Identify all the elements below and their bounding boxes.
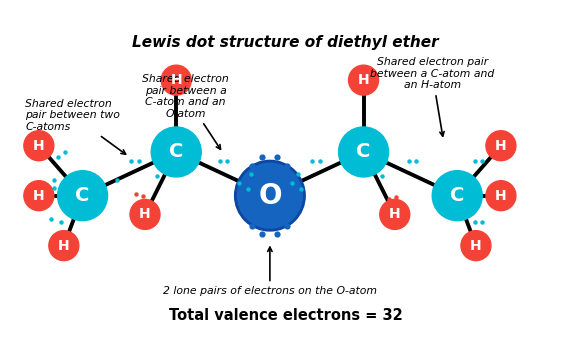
Circle shape bbox=[151, 127, 201, 177]
Circle shape bbox=[58, 171, 107, 221]
Circle shape bbox=[348, 65, 379, 95]
Circle shape bbox=[235, 160, 305, 231]
Text: H: H bbox=[495, 139, 506, 153]
Circle shape bbox=[380, 200, 410, 230]
Text: 2 lone pairs of electrons on the O-atom: 2 lone pairs of electrons on the O-atom bbox=[163, 247, 377, 296]
Text: Total valence electrons = 32: Total valence electrons = 32 bbox=[168, 308, 403, 323]
Text: H: H bbox=[33, 139, 45, 153]
Text: H: H bbox=[495, 188, 506, 203]
Circle shape bbox=[461, 231, 491, 261]
Text: C: C bbox=[169, 142, 183, 161]
Text: H: H bbox=[33, 188, 45, 203]
Circle shape bbox=[238, 163, 303, 228]
Text: Lewis dot structure of diethyl ether: Lewis dot structure of diethyl ether bbox=[132, 35, 439, 50]
Circle shape bbox=[486, 131, 516, 161]
Text: Shared electron
pair between two
C-atoms: Shared electron pair between two C-atoms bbox=[25, 99, 126, 154]
Text: Shared electron pair
between a C-atom and
an H-atom: Shared electron pair between a C-atom an… bbox=[370, 57, 494, 136]
Text: H: H bbox=[389, 207, 401, 221]
Text: C: C bbox=[450, 186, 464, 205]
Text: H: H bbox=[139, 207, 151, 221]
Text: H: H bbox=[58, 238, 70, 253]
Circle shape bbox=[339, 127, 388, 177]
Text: C: C bbox=[356, 142, 371, 161]
Circle shape bbox=[161, 65, 191, 95]
Text: H: H bbox=[170, 73, 182, 87]
Circle shape bbox=[49, 231, 79, 261]
Circle shape bbox=[486, 181, 516, 211]
Circle shape bbox=[24, 181, 54, 211]
Circle shape bbox=[130, 200, 160, 230]
Text: H: H bbox=[470, 238, 482, 253]
Circle shape bbox=[432, 171, 482, 221]
Circle shape bbox=[24, 131, 54, 161]
Text: C: C bbox=[75, 186, 90, 205]
Text: O: O bbox=[258, 182, 282, 210]
Text: Shared electron
pair between a
C-atom and an
O-atom: Shared electron pair between a C-atom an… bbox=[142, 74, 229, 149]
Text: H: H bbox=[358, 73, 369, 87]
